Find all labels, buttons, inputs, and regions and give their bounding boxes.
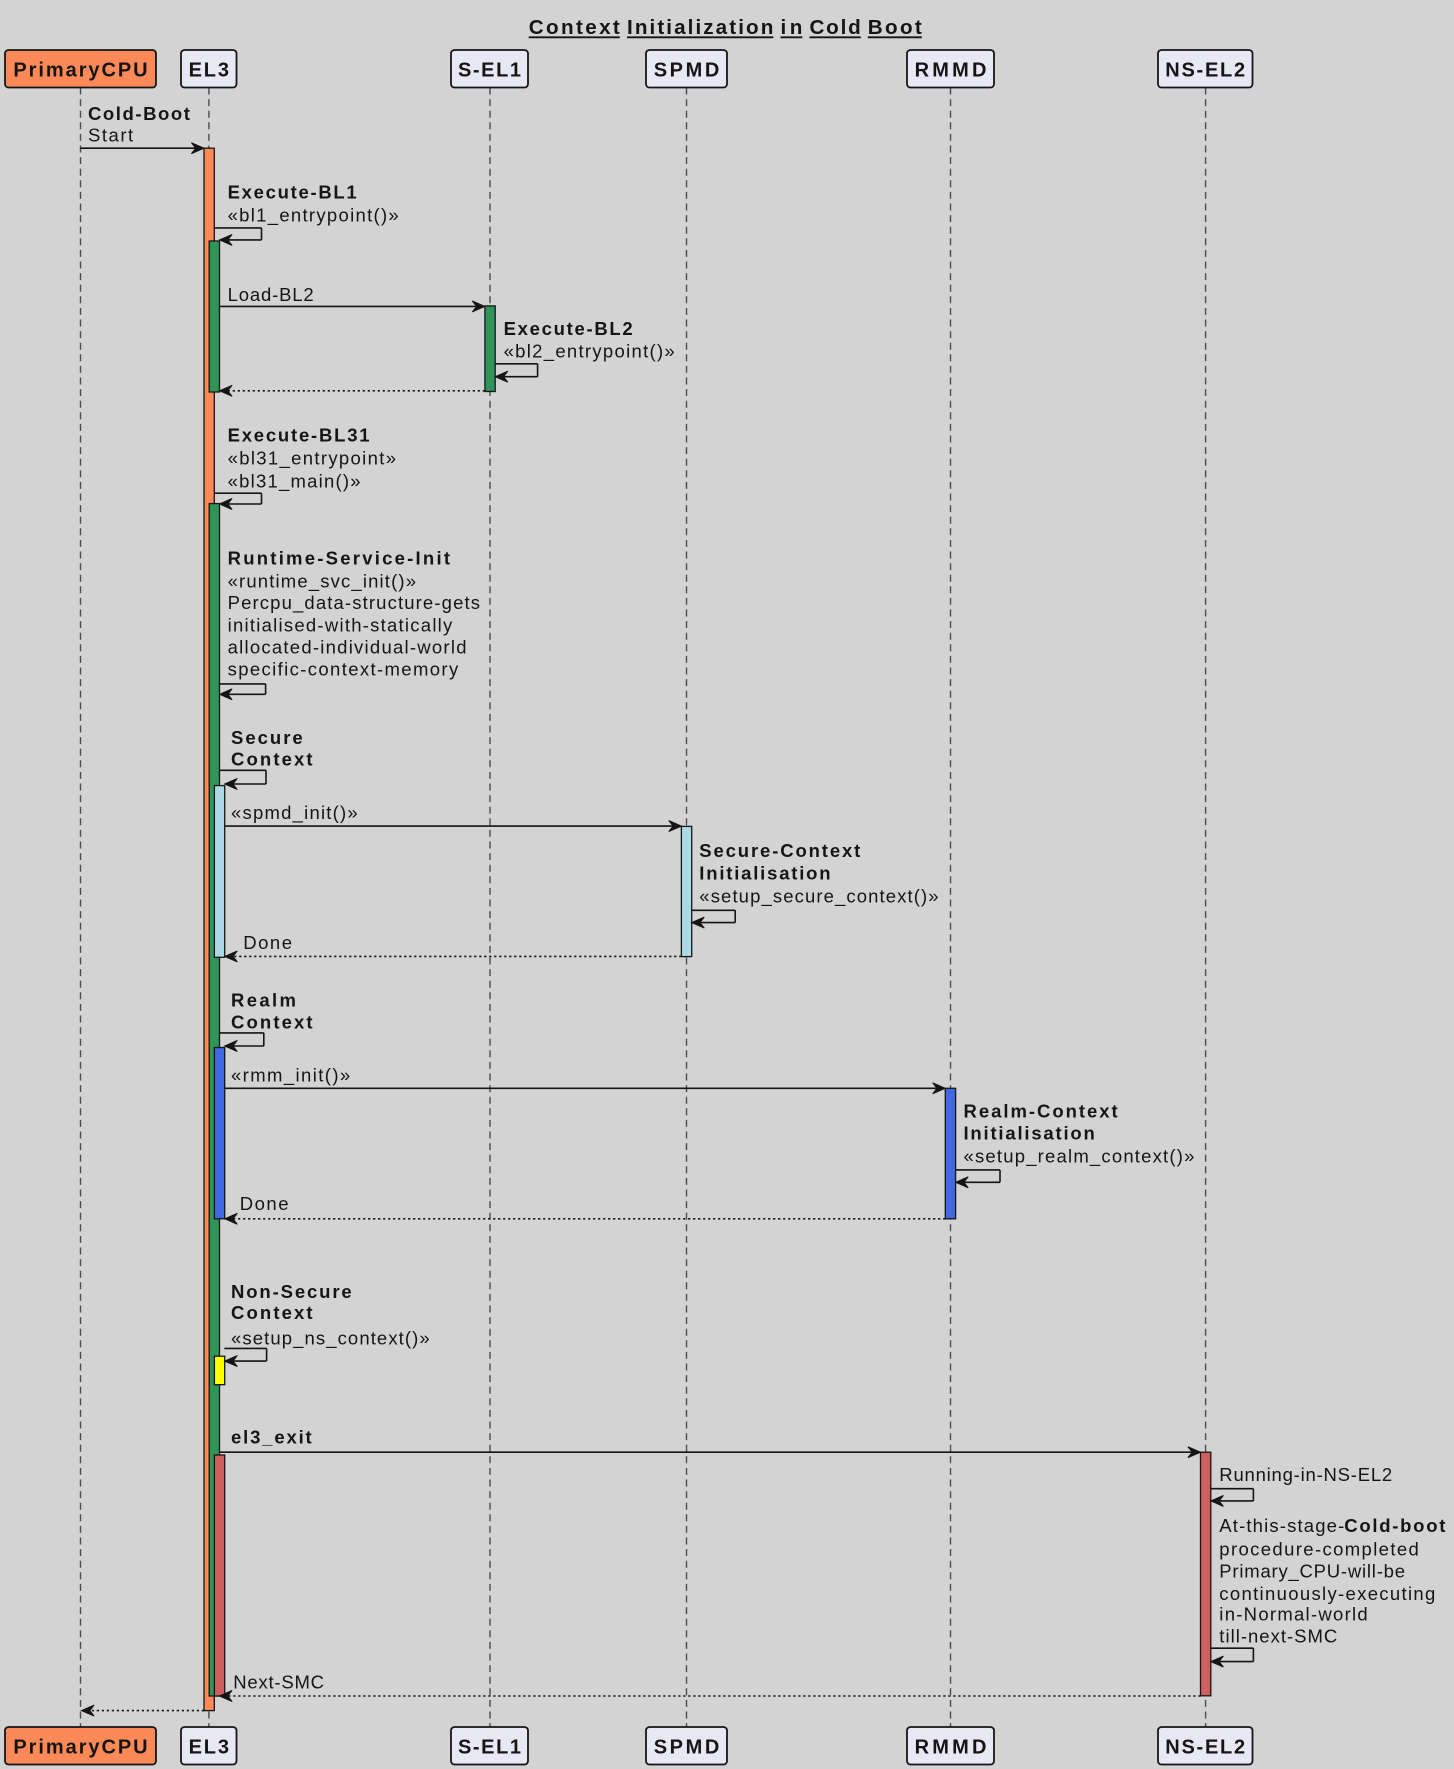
svg-text:PrimaryCPU: PrimaryCPU xyxy=(13,1737,147,1759)
svg-text:SPMD: SPMD xyxy=(654,1737,720,1759)
svg-text:procedure-completed: procedure-completed xyxy=(1219,1539,1419,1560)
svg-text:EL3: EL3 xyxy=(189,60,229,82)
svg-text:Realm: Realm xyxy=(231,990,296,1011)
svg-text:el3_exit: el3_exit xyxy=(231,1426,312,1447)
svg-text:«setup_ns_context()»: «setup_ns_context()» xyxy=(231,1328,430,1350)
svg-text:continuously-executing: continuously-executing xyxy=(1219,1583,1435,1604)
svg-text:Cold-Boot: Cold-Boot xyxy=(88,103,190,124)
svg-text:«rmm_init()»: «rmm_init()» xyxy=(231,1065,350,1087)
svg-text:Load-BL2: Load-BL2 xyxy=(228,284,314,305)
svg-text:Running-in-NS-EL2: Running-in-NS-EL2 xyxy=(1219,1464,1392,1485)
svg-text:in-Normal-world: in-Normal-world xyxy=(1219,1604,1367,1625)
svg-text:Secure-Context: Secure-Context xyxy=(699,840,860,861)
svg-text:Start: Start xyxy=(88,125,133,146)
svg-text:allocated-individual-world: allocated-individual-world xyxy=(228,637,467,658)
svg-text:Done: Done xyxy=(240,1193,289,1214)
svg-text:«spmd_init()»: «spmd_init()» xyxy=(231,802,358,824)
svg-text:specific-context-memory: specific-context-memory xyxy=(228,658,459,679)
svg-text:Cold: Cold xyxy=(810,16,861,39)
svg-text:S-EL1: S-EL1 xyxy=(458,1737,521,1759)
svg-text:«bl1_entrypoint()»: «bl1_entrypoint()» xyxy=(228,204,399,226)
svg-text:«bl2_entrypoint()»: «bl2_entrypoint()» xyxy=(504,340,675,362)
svg-text:Done: Done xyxy=(243,932,292,953)
svg-text:At-this-stage-: At-this-stage- xyxy=(1219,1515,1344,1536)
svg-text:SPMD: SPMD xyxy=(654,60,720,82)
svg-text:Primary_CPU-will-be: Primary_CPU-will-be xyxy=(1219,1560,1405,1582)
svg-text:Realm-Context: Realm-Context xyxy=(964,1100,1118,1121)
svg-text:Initialisation: Initialisation xyxy=(699,862,830,883)
svg-text:EL3: EL3 xyxy=(189,1737,229,1759)
svg-text:«bl31_main()»: «bl31_main()» xyxy=(228,470,361,492)
svg-text:Secure: Secure xyxy=(231,727,303,748)
svg-text:till-next-SMC: till-next-SMC xyxy=(1219,1625,1337,1646)
svg-text:«setup_realm_context()»: «setup_realm_context()» xyxy=(964,1146,1195,1168)
svg-text:Execute-BL1: Execute-BL1 xyxy=(228,181,357,202)
svg-text:Cold-boot: Cold-boot xyxy=(1344,1515,1445,1536)
svg-text:Execute-BL31: Execute-BL31 xyxy=(228,425,370,446)
svg-text:NS-EL2: NS-EL2 xyxy=(1165,60,1245,82)
svg-text:PrimaryCPU: PrimaryCPU xyxy=(13,60,147,82)
svg-text:Next-SMC: Next-SMC xyxy=(233,1672,324,1693)
svg-text:NS-EL2: NS-EL2 xyxy=(1165,1737,1245,1759)
svg-text:Initialization: Initialization xyxy=(627,16,773,39)
svg-text:initialised-with-statically: initialised-with-statically xyxy=(228,615,453,636)
svg-text:Boot: Boot xyxy=(868,16,922,39)
svg-text:«runtime_svc_init()»: «runtime_svc_init()» xyxy=(228,570,416,592)
svg-text:Initialisation: Initialisation xyxy=(964,1122,1095,1143)
svg-text:«bl31_entrypoint»: «bl31_entrypoint» xyxy=(228,447,396,469)
svg-text:Percpu_data-structure-gets: Percpu_data-structure-gets xyxy=(228,592,480,614)
svg-text:in: in xyxy=(781,16,803,39)
svg-text:Non-Secure: Non-Secure xyxy=(231,1281,352,1302)
svg-text:«setup_secure_context()»: «setup_secure_context()» xyxy=(699,885,938,907)
svg-text:S-EL1: S-EL1 xyxy=(458,60,521,82)
svg-text:Execute-BL2: Execute-BL2 xyxy=(504,318,633,339)
